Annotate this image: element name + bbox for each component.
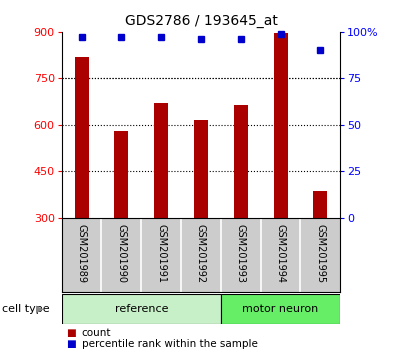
Bar — [115, 131, 129, 218]
Text: GSM201992: GSM201992 — [196, 224, 206, 283]
Bar — [221, 294, 340, 324]
Text: GSM201989: GSM201989 — [76, 224, 87, 282]
Bar — [154, 103, 168, 218]
Text: cell type: cell type — [2, 304, 50, 314]
Text: GSM201994: GSM201994 — [275, 224, 286, 282]
Text: motor neuron: motor neuron — [242, 304, 319, 314]
Text: GSM201991: GSM201991 — [156, 224, 166, 282]
Text: ■: ■ — [66, 339, 75, 349]
Title: GDS2786 / 193645_at: GDS2786 / 193645_at — [125, 14, 277, 28]
Bar — [314, 192, 328, 218]
Text: reference: reference — [115, 304, 168, 314]
Text: GSM201993: GSM201993 — [236, 224, 246, 282]
Bar — [234, 105, 248, 218]
Text: GSM201990: GSM201990 — [116, 224, 127, 282]
Bar — [274, 33, 287, 218]
Text: GSM201995: GSM201995 — [315, 224, 326, 283]
Text: count: count — [82, 328, 111, 338]
Text: ■: ■ — [66, 328, 75, 338]
Text: percentile rank within the sample: percentile rank within the sample — [82, 339, 258, 349]
Bar — [62, 294, 221, 324]
Bar — [194, 120, 208, 218]
Text: ▶: ▶ — [36, 304, 43, 314]
Bar — [75, 57, 89, 218]
